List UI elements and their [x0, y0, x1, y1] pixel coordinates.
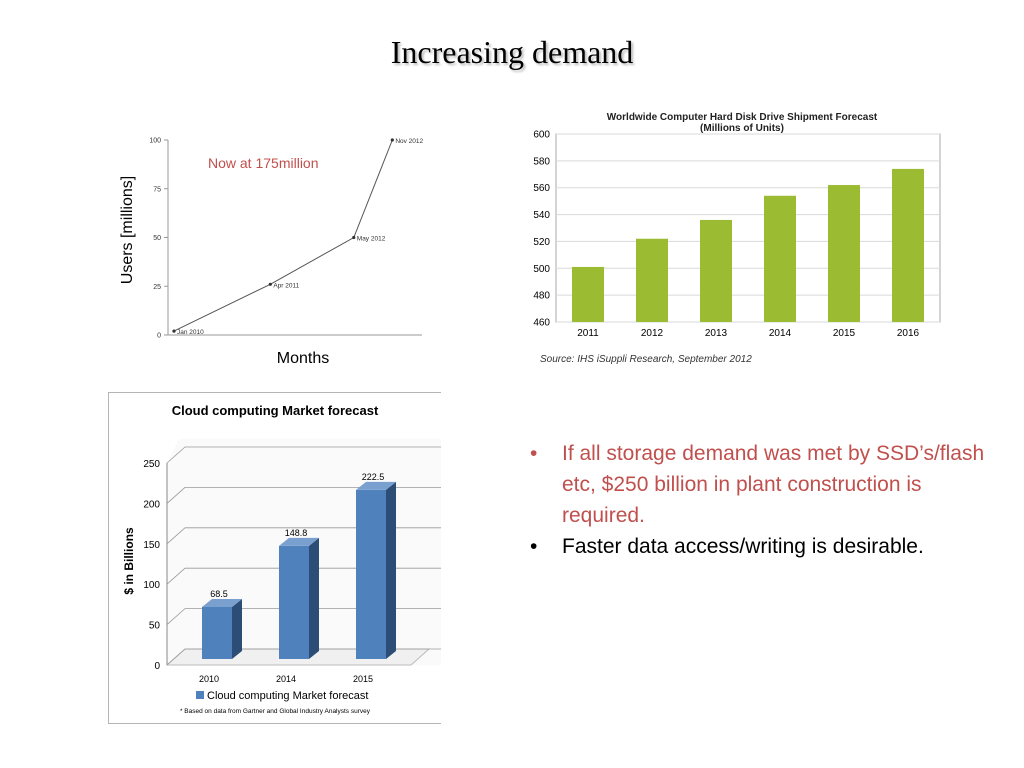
y-tick-label: 580	[533, 156, 550, 167]
chart-footnote: * Based on data from Gartner and Global …	[180, 708, 371, 715]
bullet-item: • If all storage demand was met by SSD’s/…	[528, 438, 998, 531]
gridline	[166, 527, 441, 545]
data-label: 68.5	[210, 589, 228, 599]
data-point	[268, 282, 272, 286]
bullet-text: Faster data access/writing is desirable.	[562, 535, 924, 558]
gridline	[166, 446, 441, 464]
hdd-shipment-bar-chart: Worldwide Computer Hard Disk Drive Shipm…	[520, 100, 950, 380]
point-label: Apr 2011	[273, 282, 299, 289]
bar	[279, 545, 309, 659]
bar	[892, 168, 924, 322]
y-axis-label: Users [millions]	[119, 176, 136, 284]
x-tick-label: 2011	[577, 328, 599, 339]
data-point	[352, 235, 356, 240]
y-tick-label: 100	[143, 580, 160, 591]
chart-source-note: Source: IHS iSuppli Research, September …	[540, 354, 752, 365]
bar-side	[309, 537, 319, 659]
bar-side	[386, 481, 396, 659]
cloud-chart-svg: Cloud computing Market forecast 0 50 100 15…	[122, 403, 441, 715]
cloud-market-bar-chart: Cloud computing Market forecast 0 50 100 15…	[108, 392, 441, 724]
bullet-item: • Faster data access/writing is desirable…	[528, 531, 998, 562]
bar	[636, 238, 668, 322]
bar	[828, 185, 860, 322]
slide-title: Increasing demand	[390, 34, 634, 70]
x-tick-label: 2014	[769, 328, 792, 339]
x-tick-label: 2010	[199, 674, 219, 684]
x-tick-label: 2015	[353, 674, 373, 684]
x-tick-label: 2014	[276, 674, 296, 684]
y-tick-label: 250	[143, 459, 160, 470]
y-tick-label: 25	[153, 284, 161, 291]
users-line-chart: 0 25 50 75 100 Jan 2010 Apr 2011 May 2012 Nov 2…	[100, 120, 440, 380]
gridline	[166, 608, 441, 625]
bar	[202, 606, 232, 659]
y-tick-label: 500	[533, 264, 550, 275]
series-line	[173, 139, 393, 332]
point-label: Nov 2012	[395, 138, 423, 145]
users-line-chart-svg: 0 25 50 75 100 Jan 2010 Apr 2011 May 2012 Nov 2…	[119, 138, 424, 368]
point-label: Jan 2010	[177, 329, 204, 336]
bullet-text: If all storage demand was met by SSD’s/f…	[562, 442, 985, 527]
y-tick-label: 100	[149, 138, 161, 145]
bullet-dot: •	[530, 442, 538, 465]
chart-annotation: Now at 175million	[208, 155, 319, 171]
point-label: May 2012	[357, 236, 386, 243]
y-tick-label: 200	[143, 499, 160, 510]
chart-subtitle: (Millions of Units)	[700, 123, 784, 134]
x-tick-label: 2013	[705, 328, 728, 339]
data-label: 222.5	[362, 472, 385, 482]
y-tick-label: 50	[149, 621, 161, 632]
x-tick-label: 2016	[897, 328, 920, 339]
y-tick-label: 75	[153, 186, 161, 193]
bar	[572, 266, 604, 322]
x-axis-label: Months	[277, 350, 329, 367]
data-label: 148.8	[285, 528, 308, 538]
y-tick-label: 540	[533, 210, 550, 221]
y-tick-label: 520	[533, 237, 550, 248]
legend-swatch	[196, 691, 204, 699]
chart-title: Cloud computing Market forecast	[172, 403, 379, 418]
hdd-chart-svg: Worldwide Computer Hard Disk Drive Shipm…	[533, 112, 941, 365]
gridline	[166, 648, 441, 666]
y-tick-label: 50	[153, 235, 161, 242]
x-tick-label: 2015	[833, 328, 856, 339]
bar	[356, 489, 386, 659]
bar	[764, 195, 796, 322]
data-point	[172, 329, 176, 333]
y-tick-label: 460	[533, 318, 550, 329]
y-tick-label: 150	[143, 540, 160, 551]
bar	[700, 219, 732, 322]
bar-top	[202, 598, 242, 607]
y-tick-label: 0	[157, 333, 161, 340]
y-tick-label: 0	[154, 661, 160, 672]
bar-top	[279, 537, 319, 546]
bullet-dot: •	[530, 535, 538, 558]
y-axis-label: $ in Billions	[122, 527, 136, 595]
legend-label: Cloud computing Market forecast	[207, 690, 368, 702]
bar-top	[356, 481, 396, 490]
y-tick-label: 560	[533, 183, 550, 194]
data-point	[390, 138, 394, 142]
plot-area-border	[555, 133, 941, 323]
y-tick-label: 600	[533, 130, 550, 141]
gridline	[166, 487, 441, 504]
gridline	[166, 567, 441, 585]
y-tick-label: 480	[533, 291, 550, 302]
bullet-list: • If all storage demand was met by SSD’s/…	[528, 438, 998, 562]
x-tick-label: 2012	[641, 328, 664, 339]
chart-title: Worldwide Computer Hard Disk Drive Shipm…	[607, 112, 878, 123]
bar-side	[232, 598, 242, 659]
